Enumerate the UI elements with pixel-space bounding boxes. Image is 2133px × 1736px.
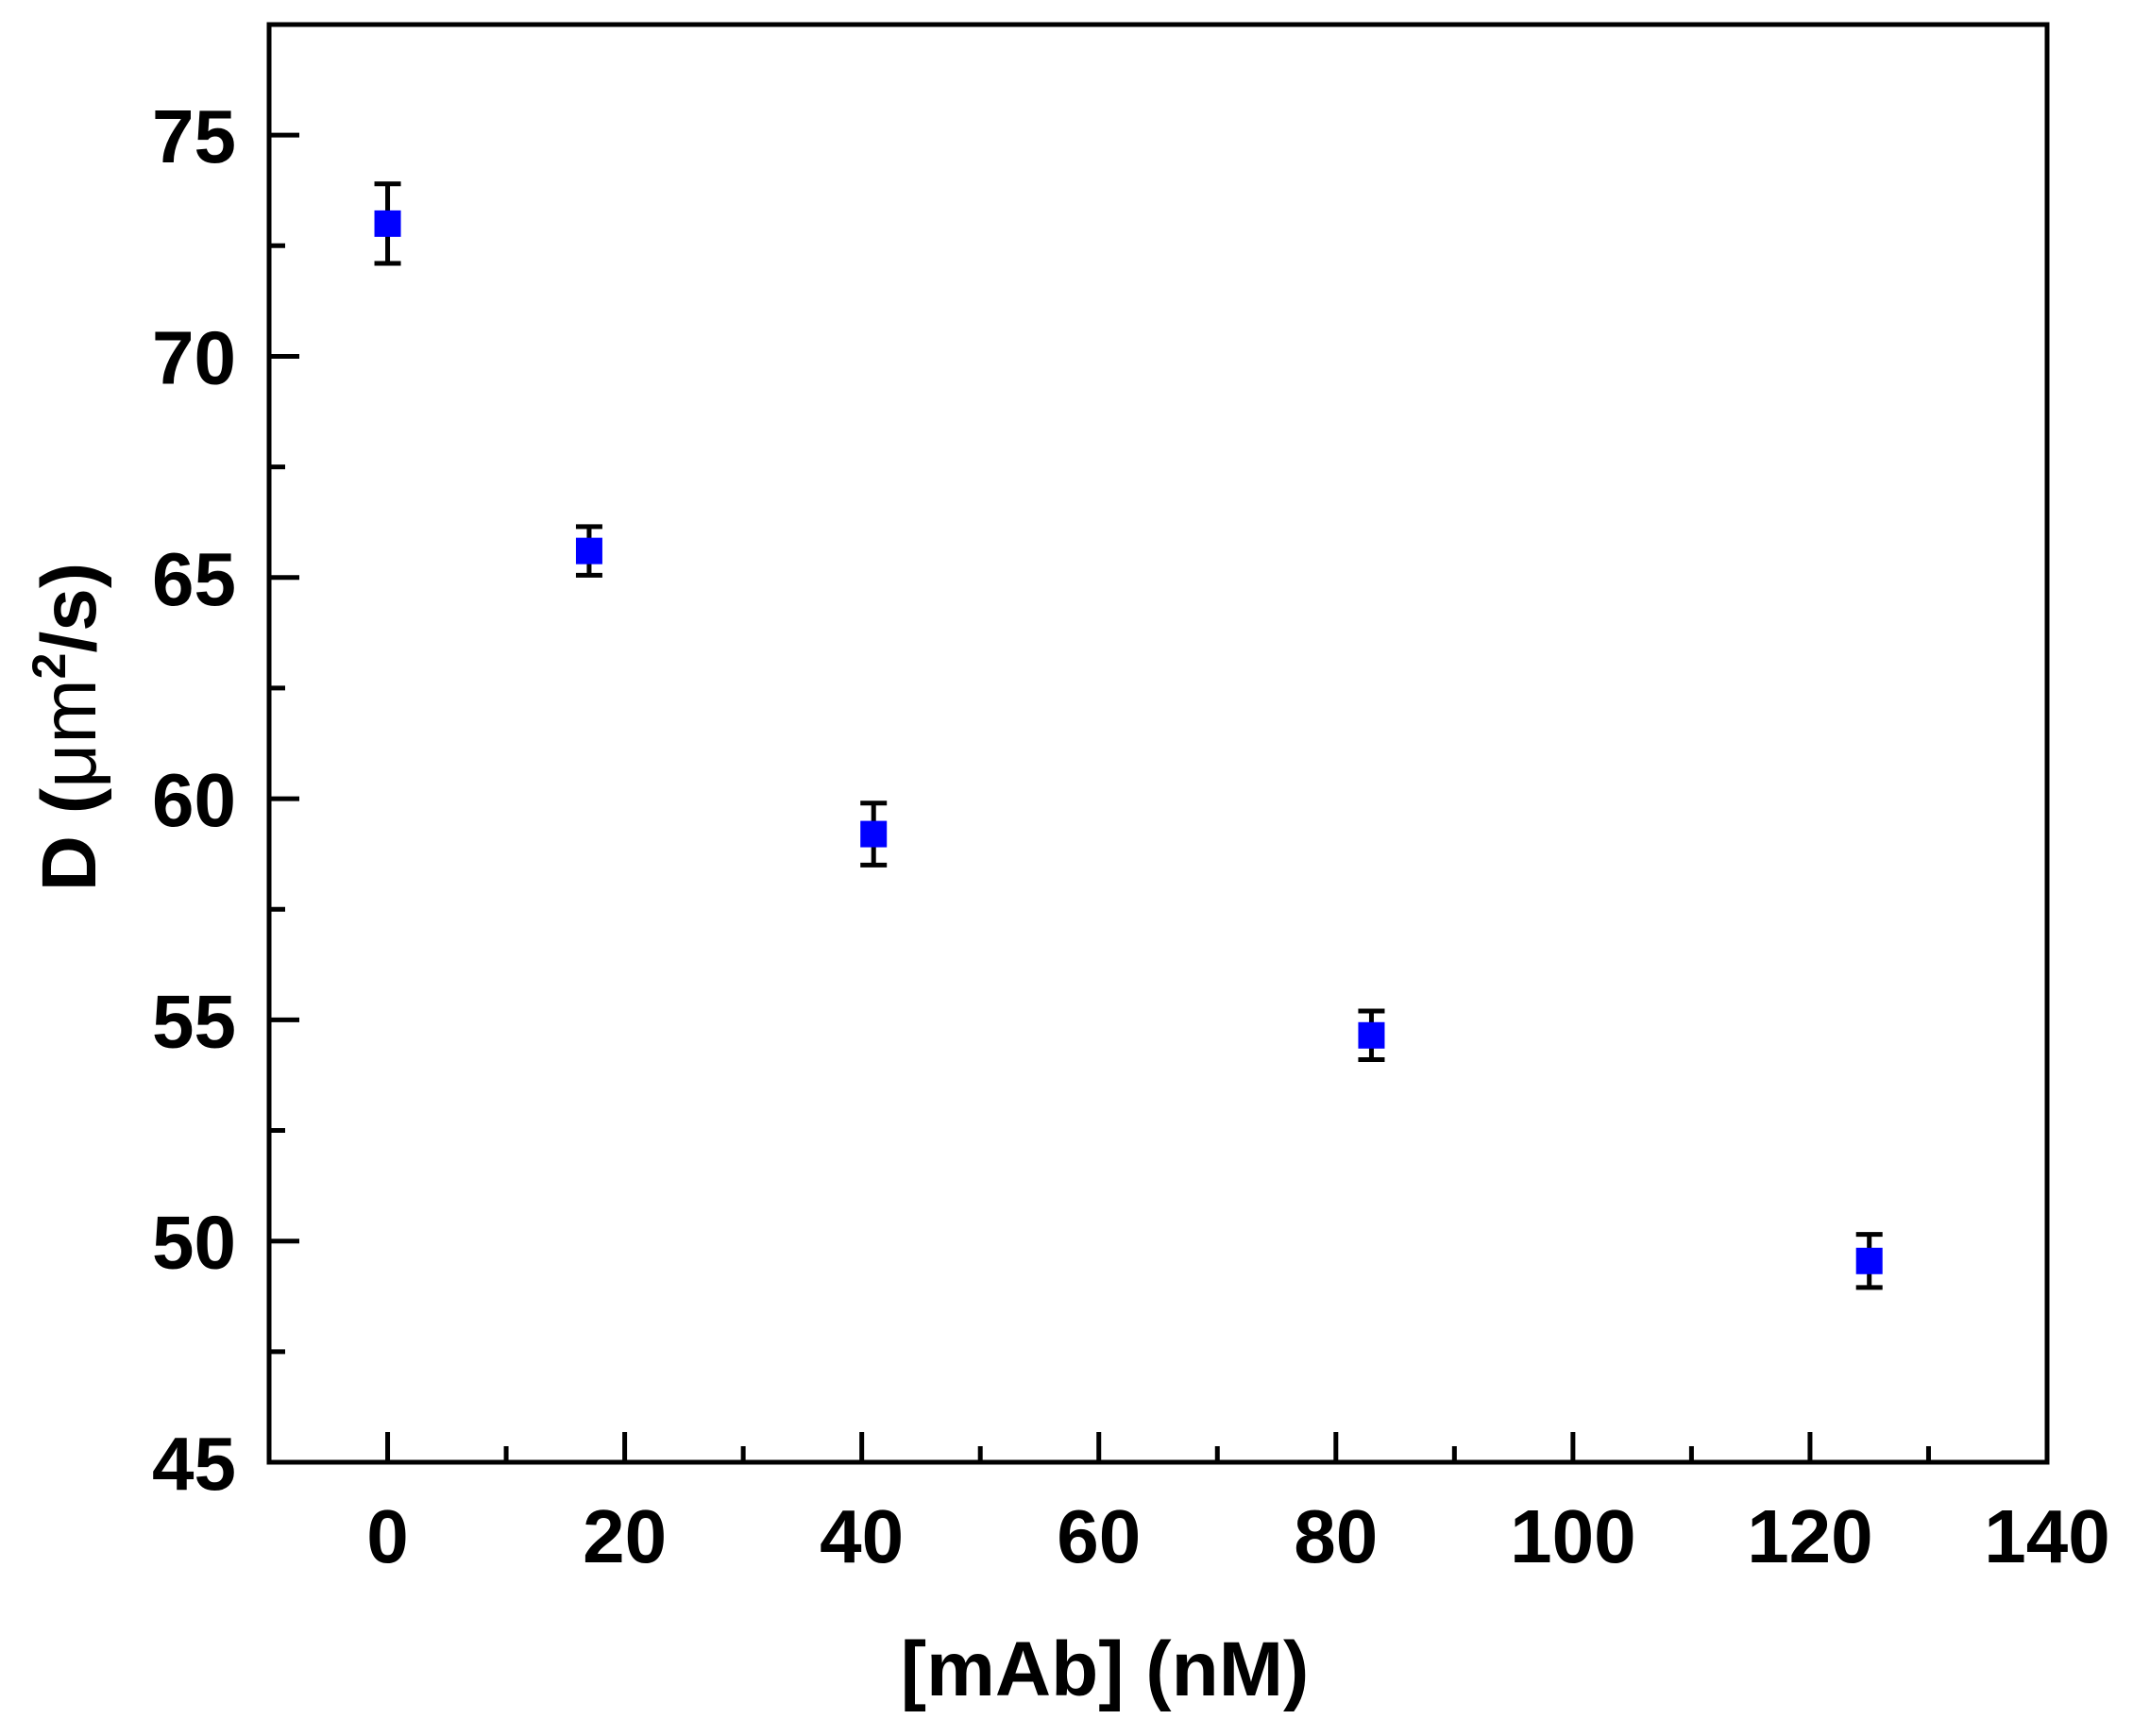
y-axis-label-unit: μm xyxy=(26,679,112,788)
data-point xyxy=(1358,1021,1385,1049)
x-axis-label: [mAb] (nM) xyxy=(901,1626,1310,1712)
x-tick-label: 20 xyxy=(583,1494,667,1578)
y-tick-label: 45 xyxy=(152,1422,236,1506)
y-tick-label: 50 xyxy=(152,1201,236,1285)
y-tick-label: 55 xyxy=(152,979,236,1063)
data-points xyxy=(374,210,1883,1274)
y-axis-label-main: D ( xyxy=(26,787,112,891)
x-tick-label: 120 xyxy=(1747,1494,1872,1578)
y-tick-label: 70 xyxy=(152,315,236,399)
data-point xyxy=(1855,1247,1883,1274)
data-point xyxy=(860,820,888,848)
plot-area-border xyxy=(266,22,2050,1465)
x-tick-label: 100 xyxy=(1510,1494,1635,1578)
y-axis-label-sup: 2 xyxy=(23,653,76,680)
error-bars xyxy=(374,181,1883,1290)
data-point xyxy=(374,210,401,237)
y-axis-label: D (μm2/s) xyxy=(23,563,112,891)
data-point xyxy=(575,537,602,565)
y-tick-label: 60 xyxy=(152,758,236,842)
x-tick-label: 80 xyxy=(1294,1494,1378,1578)
x-tick-label: 0 xyxy=(366,1494,409,1578)
x-tick-label: 40 xyxy=(820,1494,904,1578)
tick-labels: 0 20 40 60 80 100 120 140 45 50 55 60 65 70 75 xyxy=(152,94,2110,1578)
x-tick-label: 60 xyxy=(1057,1494,1141,1578)
plot-frame xyxy=(266,22,2050,1465)
y-tick-label: 65 xyxy=(152,537,236,621)
axis-ticks xyxy=(269,132,2050,1465)
y-axis-label-tail: /s) xyxy=(26,563,112,653)
y-tick-label: 75 xyxy=(152,94,236,178)
x-tick-label: 140 xyxy=(1984,1494,2109,1578)
